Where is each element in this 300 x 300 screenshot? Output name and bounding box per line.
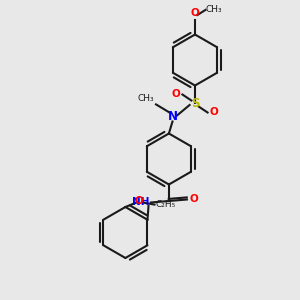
Text: NH: NH (132, 197, 149, 208)
Text: CH₃: CH₃ (206, 5, 222, 14)
Text: O: O (190, 8, 200, 18)
Text: O: O (210, 107, 219, 118)
Text: O: O (171, 89, 180, 100)
Text: O: O (190, 194, 199, 205)
Text: CH₃: CH₃ (138, 94, 154, 103)
Text: S: S (191, 97, 199, 110)
Text: N: N (167, 110, 178, 124)
Text: C₂H₅: C₂H₅ (156, 200, 176, 209)
Text: O: O (134, 196, 143, 206)
